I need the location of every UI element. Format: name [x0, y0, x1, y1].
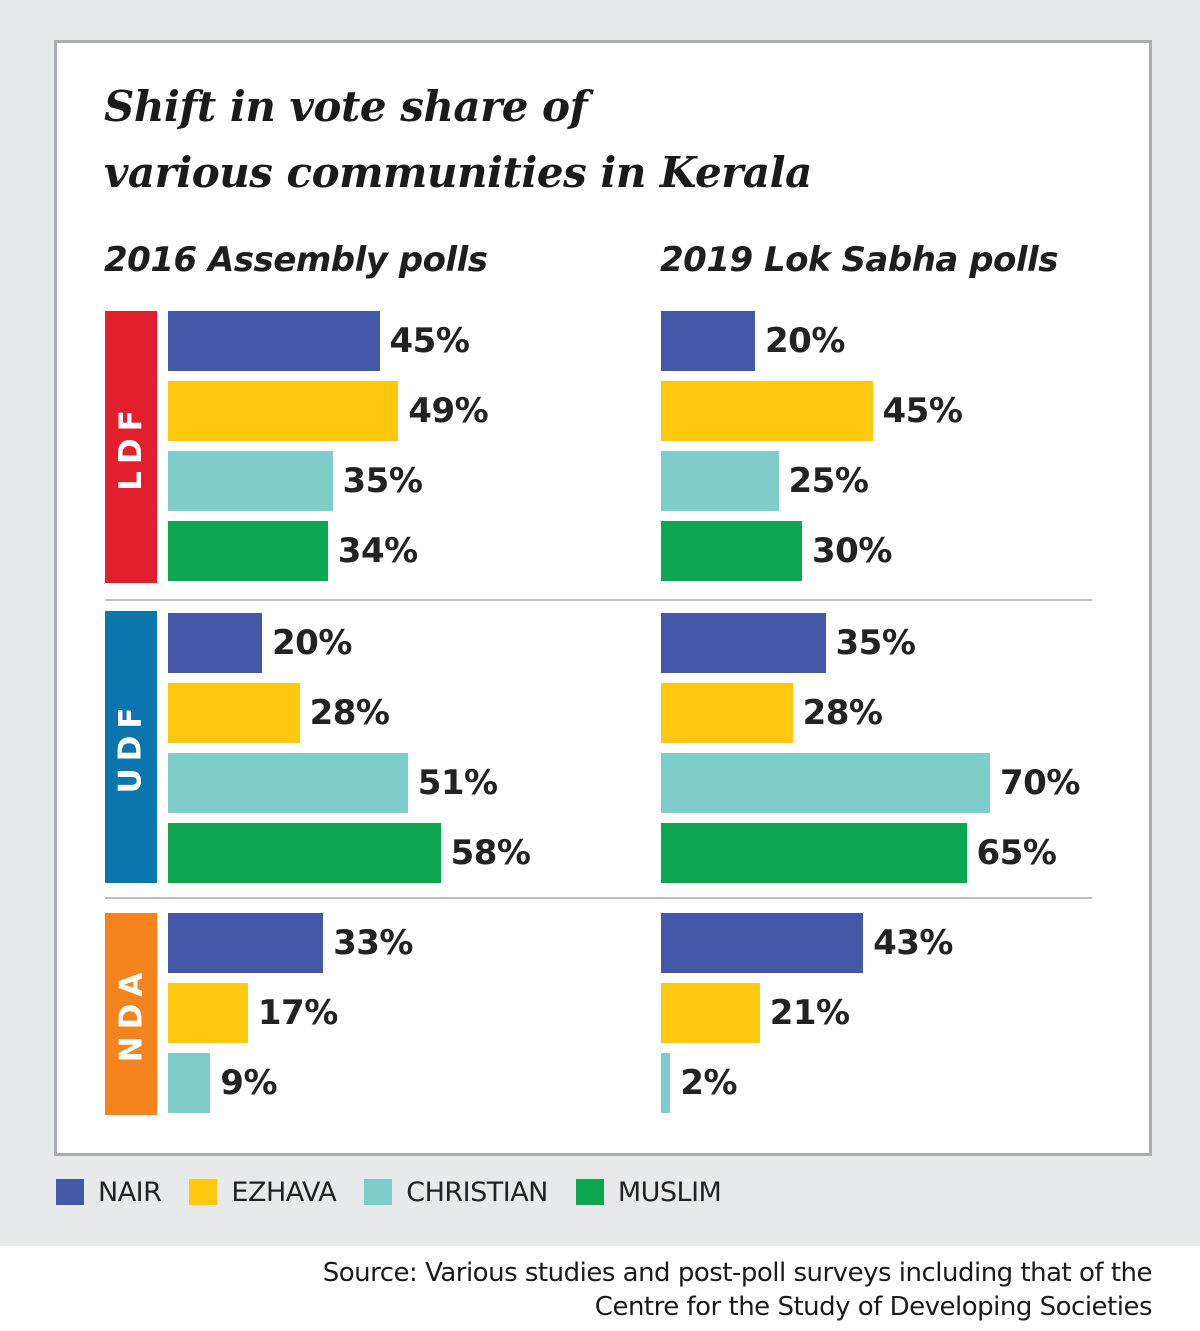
bar-udf-christian-2019 — [661, 753, 990, 813]
bar-ldf-muslim-2016 — [168, 521, 328, 581]
bar-value-label: 21% — [769, 993, 850, 1033]
legend-label-muslim: MUSLIM — [617, 1176, 722, 1208]
chart-title-line-1: Shift in vote share of — [104, 82, 588, 131]
legend-item-christian: CHRISTIAN — [364, 1177, 548, 1208]
legend-label-ezhava: EZHAVA — [231, 1176, 337, 1208]
bar-value-label: 43% — [873, 923, 953, 963]
legend-label-nair: NAIR — [98, 1176, 162, 1208]
legend-swatch-christian — [364, 1179, 393, 1205]
panel-title-2019: 2019 Lok Sabha polls — [660, 240, 1058, 280]
bar-value-label: 28% — [802, 693, 883, 733]
bar-ldf-ezhava-2016 — [168, 381, 399, 441]
legend-item-ezhava: EZHAVA — [189, 1176, 337, 1208]
legend-swatch-ezhava — [189, 1179, 218, 1205]
legend-swatch-muslim — [575, 1179, 604, 1205]
bar-value-label: 20% — [765, 321, 845, 361]
source-line-1: Source: Various studies and post-poll su… — [322, 1258, 1153, 1288]
bar-value-label: 51% — [417, 763, 498, 803]
bar-udf-nair-2016 — [168, 613, 262, 673]
legend-item-nair: NAIR — [56, 1176, 162, 1208]
bar-value-label: 33% — [333, 923, 413, 963]
bar-value-label: 30% — [812, 531, 892, 571]
party-tab-ldf: LDF — [105, 311, 157, 583]
party-tab-nda: NDA — [105, 913, 157, 1115]
bar-ldf-nair-2016 — [168, 311, 380, 371]
bar-udf-ezhava-2019 — [661, 683, 793, 743]
party-label-ldf: LDF — [113, 403, 150, 491]
bar-udf-muslim-2019 — [661, 823, 967, 883]
party-label-udf: UDF — [113, 700, 149, 794]
group-separator — [105, 599, 1092, 601]
bar-nda-nair-2019 — [661, 913, 864, 973]
group-separator — [105, 897, 1092, 899]
bar-nda-ezhava-2016 — [168, 983, 248, 1043]
bar-value-label: 2% — [680, 1063, 738, 1103]
bar-value-label: 45% — [882, 391, 963, 431]
bar-value-label: 58% — [450, 833, 531, 873]
party-label-nda: NDA — [113, 965, 150, 1063]
chart-title-line-2: various communities in Kerala — [104, 148, 812, 197]
bar-ldf-ezhava-2019 — [661, 381, 873, 441]
source-footer: Source: Various studies and post-poll su… — [0, 1246, 1200, 1331]
bar-value-label: 35% — [342, 461, 423, 501]
bar-ldf-christian-2019 — [661, 451, 779, 511]
party-tab-udf: UDF — [105, 611, 157, 883]
bar-udf-nair-2019 — [661, 613, 826, 673]
bar-nda-nair-2016 — [168, 913, 324, 973]
bar-value-label: 65% — [976, 833, 1057, 873]
bar-value-label: 45% — [389, 321, 470, 361]
legend-swatch-nair — [56, 1179, 84, 1205]
bar-ldf-nair-2019 — [661, 311, 755, 371]
bar-value-label: 34% — [337, 531, 418, 571]
bar-nda-ezhava-2019 — [661, 983, 760, 1043]
bar-udf-muslim-2016 — [168, 823, 441, 883]
bar-value-label: 9% — [220, 1063, 278, 1103]
bar-ldf-muslim-2019 — [661, 521, 802, 581]
bar-value-label: 28% — [309, 693, 390, 733]
bar-value-label: 25% — [788, 461, 869, 501]
bar-value-label: 35% — [835, 623, 916, 663]
source-line-2: Centre for the Study of Developing Socie… — [594, 1292, 1153, 1322]
legend: NAIR EZHAVA CHRISTIAN MUSLIM — [56, 1170, 749, 1214]
panel-title-2016: 2016 Assembly polls — [104, 240, 488, 280]
legend-item-muslim: MUSLIM — [575, 1176, 722, 1208]
bar-value-label: 49% — [408, 391, 489, 431]
bar-udf-christian-2016 — [168, 753, 408, 813]
bar-value-label: 20% — [272, 623, 352, 663]
bar-value-label: 17% — [257, 993, 338, 1033]
bar-value-label: 70% — [1000, 763, 1080, 803]
bar-ldf-christian-2016 — [168, 451, 333, 511]
bar-nda-christian-2019 — [661, 1053, 671, 1113]
bar-nda-christian-2016 — [168, 1053, 211, 1113]
bar-udf-ezhava-2016 — [168, 683, 300, 743]
legend-label-christian: CHRISTIAN — [406, 1176, 548, 1208]
